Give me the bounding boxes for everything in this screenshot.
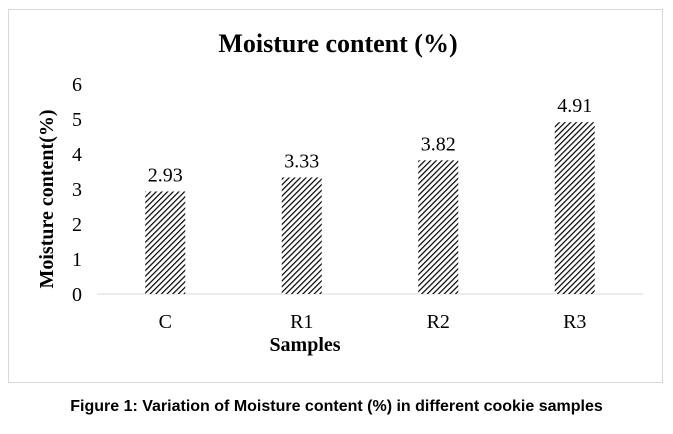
x-tick-label: R2: [427, 311, 450, 333]
data-label: 2.93: [148, 164, 183, 186]
y-axis-title: Moisture content(%): [36, 109, 58, 288]
chart-frame: Moisture content (%) 0 1 2 3 4 5 6 2.93 3.33 3.8…: [8, 9, 663, 383]
y-tick-label: 2: [72, 214, 82, 236]
y-tick-label: 6: [72, 74, 82, 96]
bar-c: [145, 191, 186, 294]
bar-r2: [418, 160, 459, 294]
y-tick-label: 1: [72, 249, 82, 271]
data-label: 3.82: [421, 133, 456, 155]
x-tick-label: C: [159, 311, 172, 333]
bar-r3: [554, 122, 595, 295]
x-axis-title: Samples: [269, 334, 340, 356]
data-label: 3.33: [284, 150, 319, 172]
y-tick-label: 5: [72, 109, 82, 131]
data-label: 4.91: [557, 95, 592, 117]
bar-r1: [281, 177, 322, 294]
x-tick-label: R3: [563, 311, 586, 333]
y-tick-label: 0: [72, 284, 82, 306]
x-axis: C R1 R2 R3: [159, 311, 587, 333]
y-tick-label: 4: [72, 144, 82, 166]
x-tick-label: R1: [290, 311, 313, 333]
bar-chart: Moisture content (%) 0 1 2 3 4 5 6 2.93 3.33 3.8…: [36, 29, 643, 356]
y-tick-label: 3: [72, 179, 82, 201]
chart-title: Moisture content (%): [218, 29, 457, 58]
y-axis: 0 1 2 3 4 5 6: [72, 74, 82, 306]
figure-caption: Figure 1: Variation of Moisture content …: [70, 398, 603, 415]
bars: 2.93 3.33 3.82 4.91: [145, 95, 595, 295]
